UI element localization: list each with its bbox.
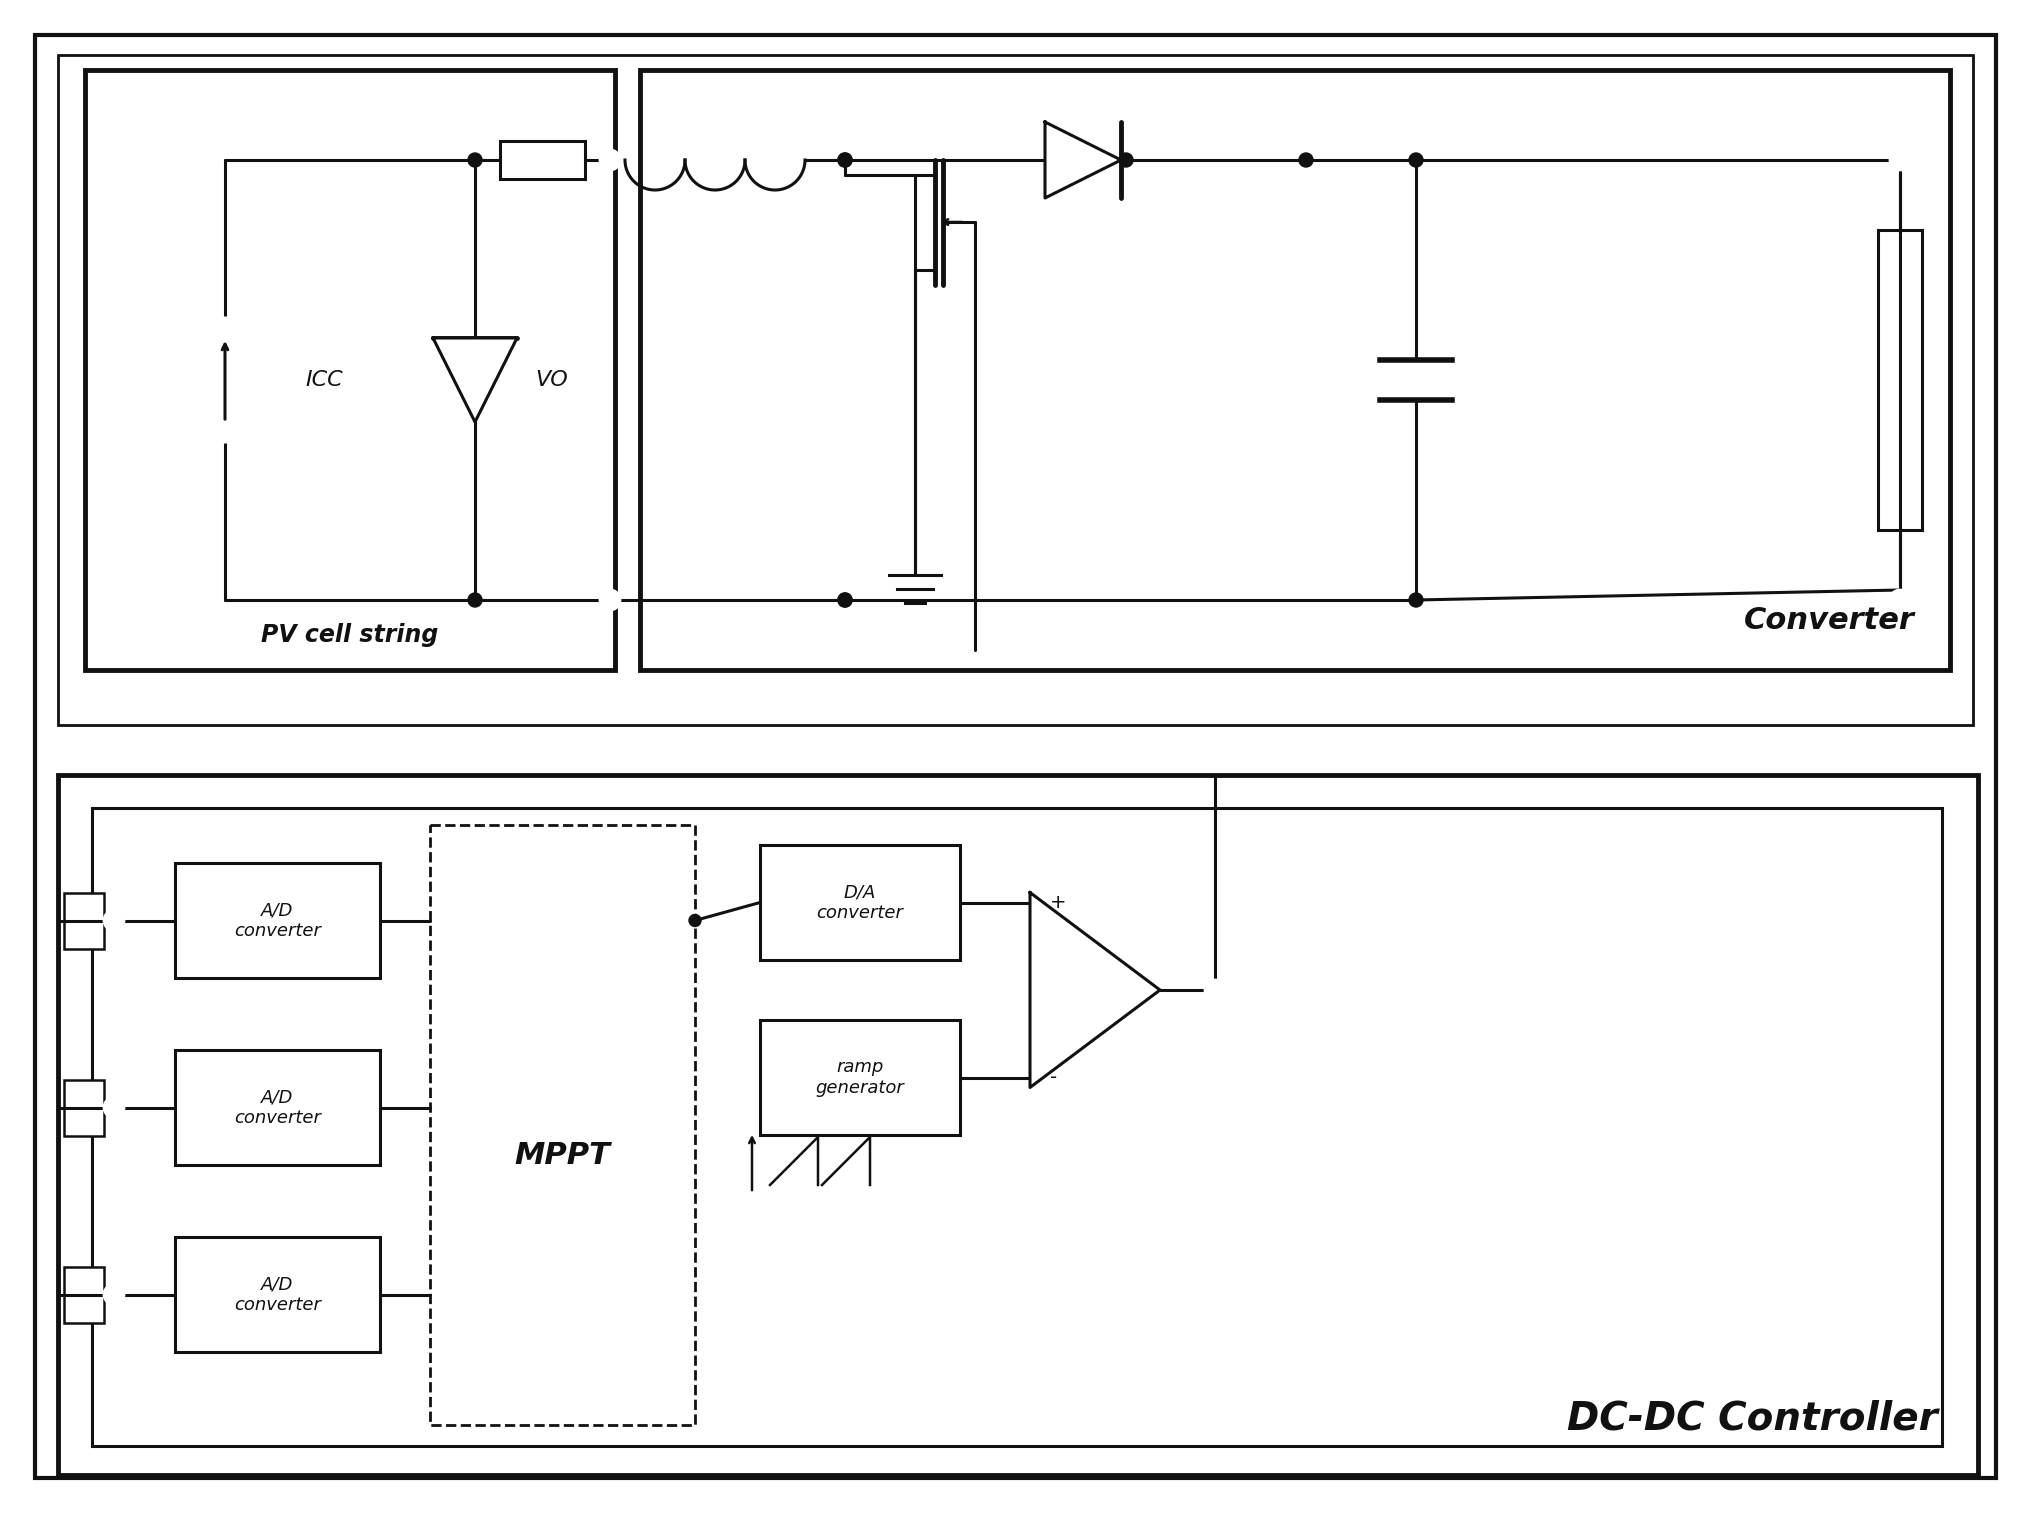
Bar: [759, 844, 960, 961]
Circle shape: [1890, 150, 1908, 169]
Circle shape: [599, 590, 619, 610]
Circle shape: [104, 911, 124, 930]
Text: A/D
converter: A/D converter: [233, 902, 321, 940]
Bar: [499, 141, 585, 179]
Circle shape: [1409, 153, 1423, 166]
Text: D/A
converter: D/A converter: [816, 884, 903, 921]
Circle shape: [467, 593, 481, 607]
Text: ICC: ICC: [304, 371, 343, 390]
Text: +: +: [1050, 893, 1066, 912]
Bar: [85, 70, 615, 670]
Circle shape: [1119, 153, 1133, 166]
Bar: [65, 1266, 104, 1322]
Circle shape: [1409, 593, 1423, 607]
Polygon shape: [432, 337, 518, 422]
Text: VO: VO: [534, 371, 568, 390]
Circle shape: [838, 153, 851, 166]
Polygon shape: [1045, 123, 1121, 198]
Circle shape: [467, 153, 481, 166]
Bar: [175, 1238, 380, 1353]
Circle shape: [688, 914, 700, 926]
Circle shape: [1299, 153, 1311, 166]
Text: A/D
converter: A/D converter: [233, 1275, 321, 1313]
Bar: [1878, 230, 1920, 530]
Circle shape: [104, 1285, 124, 1304]
Circle shape: [599, 150, 619, 169]
Bar: [639, 70, 1949, 670]
Circle shape: [104, 1097, 124, 1118]
Text: ramp
generator: ramp generator: [816, 1058, 903, 1097]
Circle shape: [838, 593, 851, 607]
Bar: [175, 1050, 380, 1165]
Polygon shape: [1029, 893, 1159, 1088]
Bar: [91, 808, 1941, 1446]
Bar: [65, 893, 104, 949]
Bar: [175, 862, 380, 977]
Bar: [65, 1079, 104, 1135]
Text: MPPT: MPPT: [514, 1141, 611, 1170]
Circle shape: [838, 593, 851, 607]
Bar: [759, 1020, 960, 1135]
Text: A/D
converter: A/D converter: [233, 1088, 321, 1127]
Circle shape: [1204, 980, 1224, 1000]
Text: Converter: Converter: [1744, 607, 1914, 635]
Text: PV cell string: PV cell string: [262, 623, 438, 648]
Bar: [59, 775, 1977, 1475]
Text: -: -: [1050, 1068, 1056, 1086]
Circle shape: [838, 153, 851, 166]
Circle shape: [1890, 590, 1908, 610]
Bar: [430, 825, 694, 1425]
Circle shape: [162, 318, 286, 442]
Text: DC-DC Controller: DC-DC Controller: [1567, 1400, 1937, 1437]
Bar: [59, 54, 1971, 725]
